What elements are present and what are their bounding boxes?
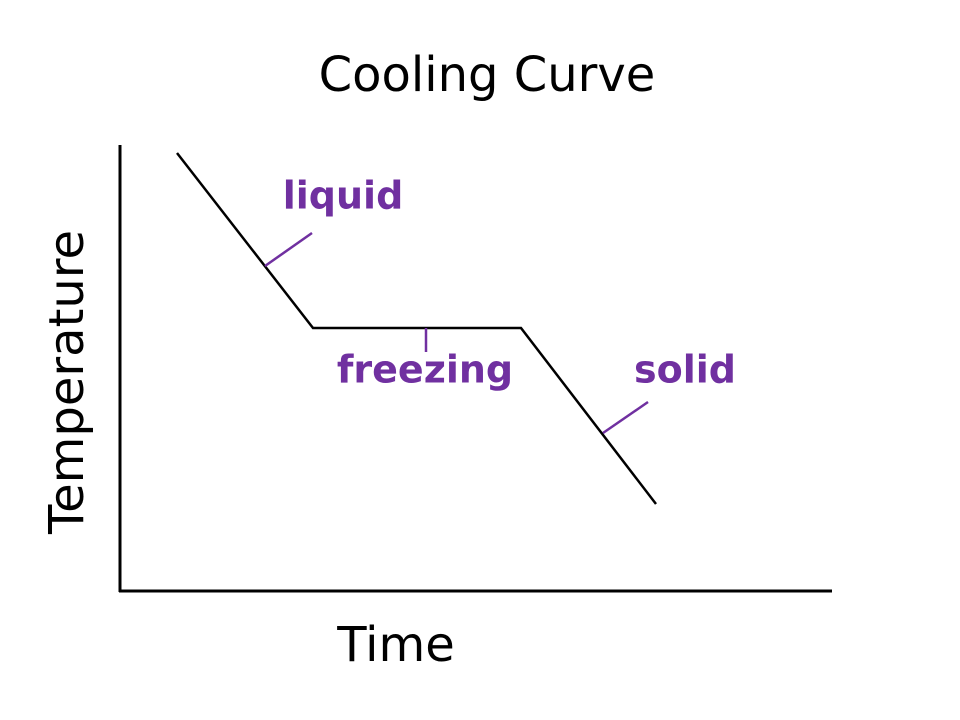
liquid-leader	[264, 231, 313, 268]
y-axis-label: Temperature	[39, 230, 95, 535]
x-axis-label: Time	[336, 617, 454, 673]
solid-leader	[602, 400, 649, 435]
title: Cooling Curve	[319, 47, 656, 103]
liquid-label: liquid	[283, 174, 404, 218]
solid-label: solid	[634, 348, 736, 392]
cooling-curve	[176, 152, 657, 505]
freezing-label: freezing	[337, 348, 513, 392]
